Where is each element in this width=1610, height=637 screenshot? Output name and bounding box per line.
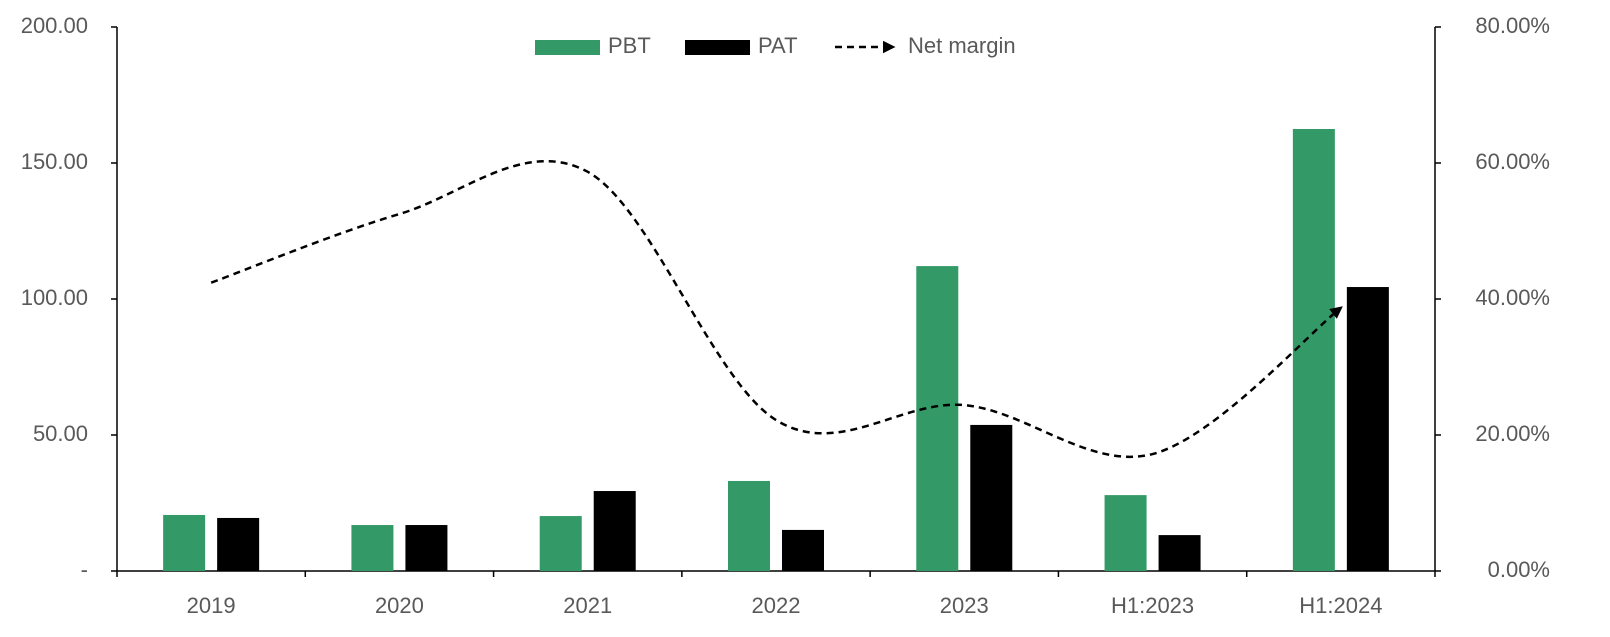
x-tick-label: 2021	[563, 593, 612, 618]
bar	[1158, 535, 1201, 571]
x-tick-label: 2023	[940, 593, 989, 618]
net-margin-line	[210, 160, 1343, 459]
y2-tick-label: 20.00%	[1475, 421, 1550, 446]
legend-swatch	[535, 40, 600, 55]
bar	[1292, 129, 1335, 571]
bar	[916, 266, 959, 571]
y2-tick-label: 80.00%	[1475, 13, 1550, 38]
bar	[970, 424, 1013, 571]
y-tick-label: 100.00	[21, 285, 88, 310]
y-tick-label: 150.00	[21, 149, 88, 174]
bar	[593, 491, 636, 571]
y2-tick-label: 60.00%	[1475, 149, 1550, 174]
bar	[539, 516, 582, 571]
x-tick-label: 2020	[375, 593, 424, 618]
x-tick-label: H1:2024	[1299, 593, 1382, 618]
x-tick-label: 2022	[752, 593, 801, 618]
bar	[163, 514, 206, 571]
legend-label: PAT	[758, 33, 798, 58]
y-tick-label: -	[81, 557, 88, 582]
bar	[782, 529, 824, 571]
bar	[1346, 287, 1389, 571]
bar	[351, 525, 394, 571]
y-tick-label: 50.00	[33, 421, 88, 446]
legend-label: Net margin	[908, 33, 1016, 58]
bar	[1104, 495, 1147, 571]
bar	[405, 525, 448, 571]
legend-label: PBT	[608, 33, 651, 58]
legend-swatch	[685, 40, 750, 55]
bar	[217, 517, 260, 571]
bar	[728, 480, 770, 571]
y2-tick-label: 40.00%	[1475, 285, 1550, 310]
y-tick-label: 200.00	[21, 13, 88, 38]
x-tick-label: 2019	[187, 593, 236, 618]
y2-tick-label: 0.00%	[1488, 557, 1550, 582]
x-tick-label: H1:2023	[1111, 593, 1194, 618]
